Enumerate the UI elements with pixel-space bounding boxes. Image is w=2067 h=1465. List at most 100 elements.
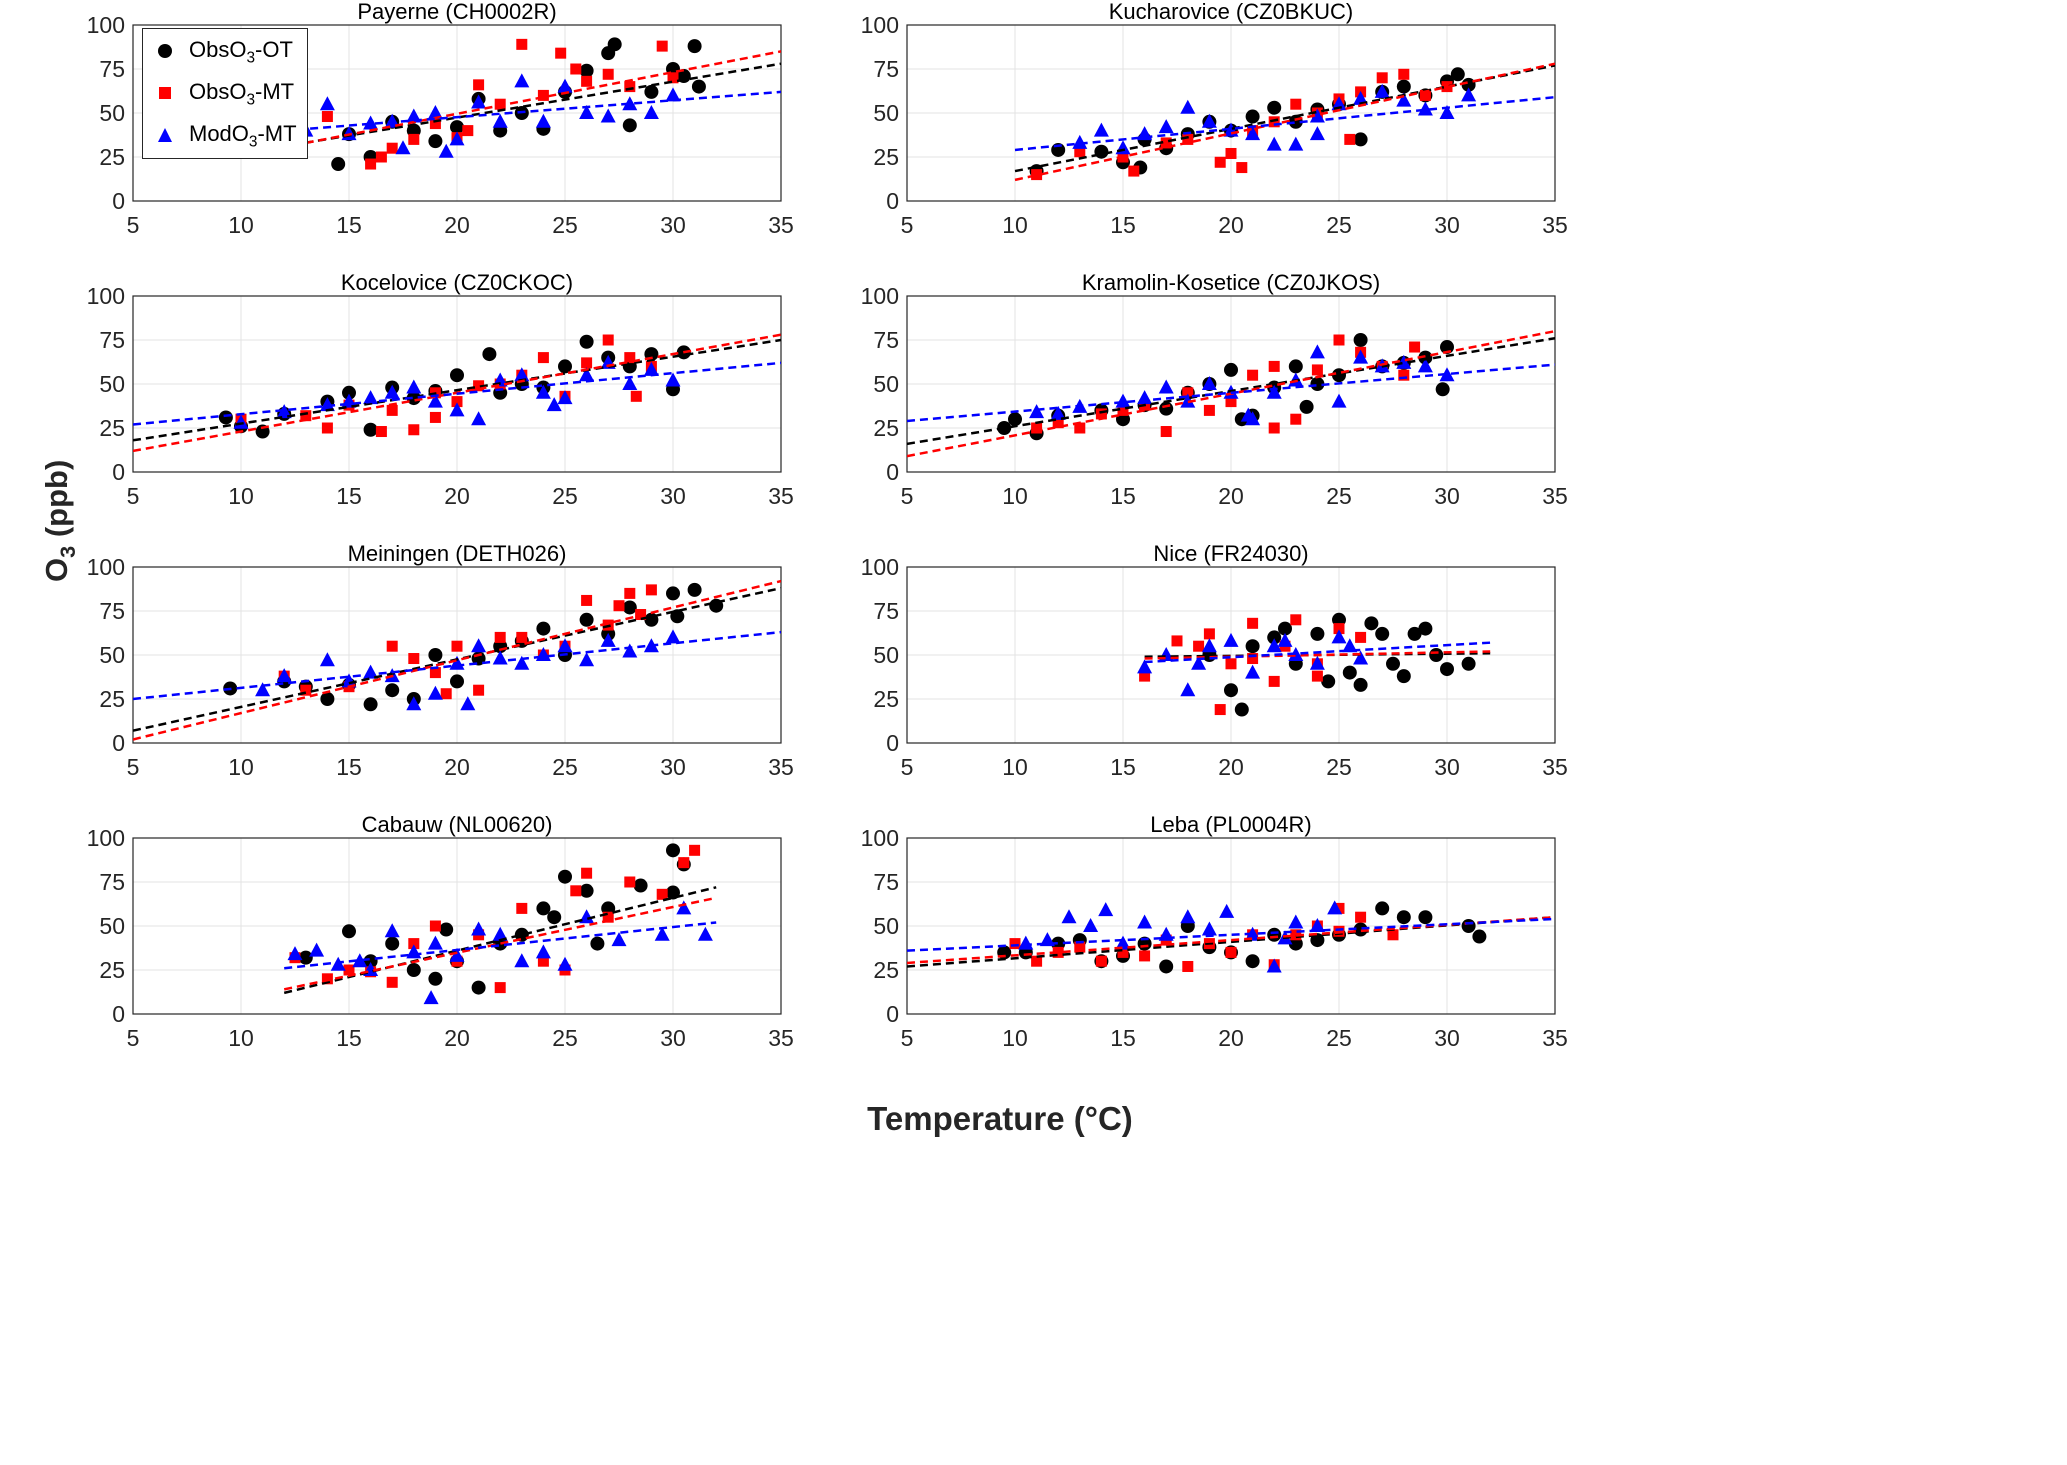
plot-area bbox=[907, 329, 1555, 458]
y-tick-label: 75 bbox=[873, 56, 899, 82]
plot-area bbox=[133, 333, 781, 453]
y-tick-label: 25 bbox=[99, 686, 125, 712]
data-point-mod-mt bbox=[1396, 354, 1412, 369]
legend-entry-obs-mt: ObsO3-MT bbox=[143, 73, 307, 113]
data-point-obs-ot bbox=[1310, 626, 1325, 641]
data-point-obs-mt bbox=[1333, 334, 1345, 346]
data-point-obs-mt bbox=[581, 594, 593, 606]
x-tick-label: 20 bbox=[444, 483, 470, 509]
data-point-obs-ot bbox=[1310, 377, 1325, 391]
data-point-obs-mt bbox=[1139, 670, 1151, 682]
x-tick-label: 5 bbox=[901, 212, 914, 238]
data-point-obs-ot bbox=[1396, 79, 1411, 94]
axes-box bbox=[906, 837, 1556, 1015]
data-point-obs-mt bbox=[1182, 133, 1194, 145]
data-point-mod-mt bbox=[1137, 390, 1153, 405]
data-point-obs-mt bbox=[1225, 658, 1237, 670]
data-point-obs-ot bbox=[1375, 626, 1390, 641]
data-point-mod-mt bbox=[1029, 404, 1045, 419]
data-point-obs-mt bbox=[408, 653, 420, 665]
plot-area bbox=[133, 579, 781, 741]
data-point-mod-mt bbox=[1331, 629, 1347, 644]
data-point-mod-mt bbox=[1309, 655, 1325, 670]
data-point-obs-ot bbox=[363, 954, 378, 969]
data-point-obs-mt bbox=[1117, 946, 1129, 958]
x-tick-label: 35 bbox=[1542, 1025, 1568, 1051]
data-point-mod-mt bbox=[406, 696, 422, 711]
data-point-obs-ot bbox=[1386, 656, 1400, 671]
x-tick-label: 15 bbox=[336, 483, 362, 509]
data-point-mod-mt bbox=[535, 944, 551, 959]
subplot-3: 5 10 15 20 25 30 35 0 25 50 75 100 Kocelovice (CZ0CK… bbox=[87, 270, 794, 509]
data-point-obs-ot bbox=[1342, 665, 1357, 680]
data-point-obs-mt bbox=[1203, 628, 1215, 640]
data-point-mod-mt bbox=[557, 956, 573, 971]
data-point-mod-mt bbox=[1288, 914, 1304, 929]
subplot-8: 5 10 15 20 25 30 35 0 25 50 75 100 Leba (PL0004R) bbox=[861, 812, 1568, 1051]
trend-line-obso3-ot bbox=[907, 915, 1555, 968]
data-point-mod-mt bbox=[492, 926, 508, 941]
data-point-obs-mt bbox=[581, 75, 593, 87]
data-point-obs-mt bbox=[537, 352, 549, 364]
data-point-obs-mt bbox=[581, 867, 593, 879]
data-point-obs-ot bbox=[1008, 412, 1022, 427]
data-point-obs-mt bbox=[1409, 341, 1421, 353]
data-point-obs-mt bbox=[462, 125, 474, 137]
data-point-obs-mt bbox=[1182, 387, 1194, 399]
data-point-obs-ot bbox=[1418, 910, 1433, 925]
data-point-obs-ot bbox=[579, 334, 594, 349]
data-point-obs-ot bbox=[579, 612, 594, 627]
trend-line-obso3-mt bbox=[283, 896, 717, 991]
data-point-obs-mt bbox=[1268, 360, 1280, 372]
data-point-mod-mt bbox=[1342, 638, 1358, 653]
y-tick-label: 75 bbox=[873, 327, 899, 353]
y-tick-label: 50 bbox=[873, 642, 899, 668]
x-tick-label: 25 bbox=[552, 483, 578, 509]
data-point-mod-mt bbox=[427, 685, 443, 700]
data-point-obs-mt bbox=[451, 396, 463, 408]
data-point-obs-mt bbox=[473, 684, 485, 696]
x-tick-label: 25 bbox=[1326, 1025, 1352, 1051]
data-point-mod-mt bbox=[654, 926, 670, 941]
x-tick-label: 10 bbox=[1002, 483, 1028, 509]
subplot-2: 5 10 15 20 25 30 35 0 25 50 75 100 Kucharovice (CZ0B… bbox=[861, 0, 1568, 238]
data-point-obs-mt bbox=[1214, 156, 1226, 168]
data-point-mod-mt bbox=[1277, 632, 1293, 647]
data-point-mod-mt bbox=[514, 953, 530, 968]
data-point-mod-mt bbox=[1115, 935, 1131, 950]
data-point-obs-ot bbox=[536, 901, 551, 916]
data-point-mod-mt bbox=[622, 96, 638, 111]
data-point-mod-mt bbox=[406, 379, 422, 394]
data-point-mod-mt bbox=[319, 652, 335, 667]
data-point-obs-ot bbox=[607, 37, 622, 52]
data-point-obs-ot bbox=[450, 674, 464, 689]
x-tick-label: 20 bbox=[444, 754, 470, 780]
y-axis-label: O3 (ppb) bbox=[39, 459, 80, 582]
x-tick-label: 20 bbox=[1218, 483, 1244, 509]
data-point-obs-ot bbox=[298, 950, 313, 965]
data-point-obs-ot bbox=[1245, 109, 1260, 124]
y-tick-label: 50 bbox=[99, 642, 125, 668]
data-point-mod-mt bbox=[449, 131, 465, 146]
data-point-obs-mt bbox=[602, 334, 614, 346]
data-point-obs-mt bbox=[1117, 404, 1129, 416]
y-tick-label: 50 bbox=[99, 913, 125, 939]
data-point-obs-mt bbox=[656, 888, 668, 900]
subplot-title: Kocelovice (CZ0CKOC) bbox=[341, 270, 573, 295]
data-point-mod-mt bbox=[514, 655, 530, 670]
data-point-obs-mt bbox=[494, 631, 506, 643]
data-point-obs-mt bbox=[613, 600, 625, 612]
data-point-obs-mt bbox=[1355, 631, 1367, 643]
data-point-mod-mt bbox=[1093, 122, 1109, 137]
y-tick-label: 50 bbox=[873, 371, 899, 397]
data-point-obs-ot bbox=[1407, 626, 1422, 641]
data-point-mod-mt bbox=[255, 682, 271, 697]
y-tick-label: 0 bbox=[886, 730, 899, 756]
data-point-mod-mt bbox=[535, 113, 551, 128]
data-point-obs-mt bbox=[537, 955, 549, 967]
subplot-title: Nice (FR24030) bbox=[1153, 541, 1308, 566]
data-point-mod-mt bbox=[665, 87, 681, 102]
subplot-6: 5 10 15 20 25 30 35 0 25 50 75 100 Nice (FR24030) bbox=[861, 541, 1568, 780]
y-tick-label: 75 bbox=[99, 327, 125, 353]
data-point-obs-mt bbox=[473, 380, 485, 392]
